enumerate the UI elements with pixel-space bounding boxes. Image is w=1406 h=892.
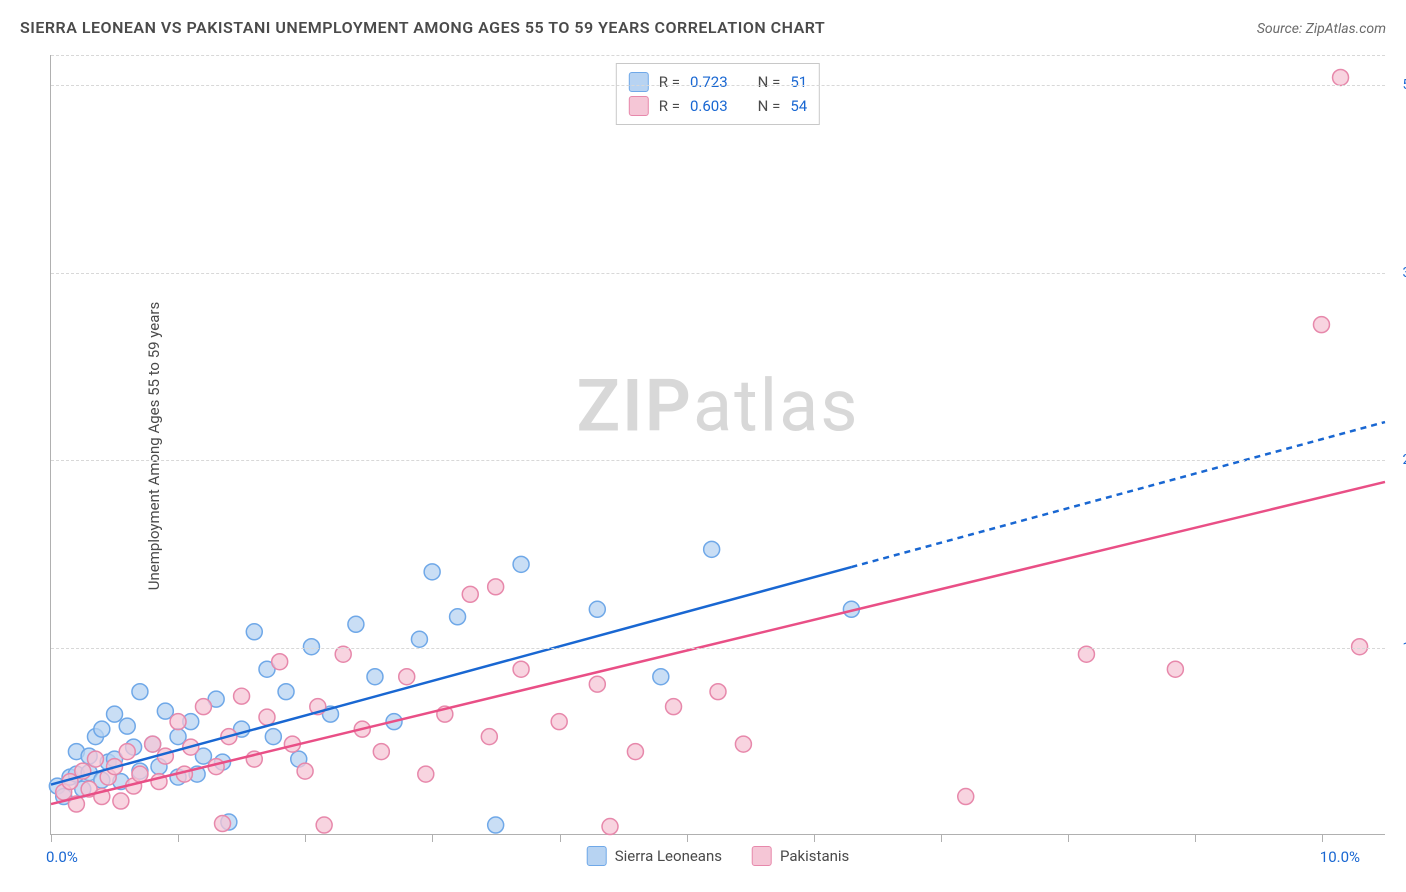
scatter-point — [488, 817, 504, 833]
x-tick — [178, 834, 179, 842]
scatter-point — [316, 817, 332, 833]
scatter-point — [424, 564, 440, 580]
scatter-point — [367, 669, 383, 685]
scatter-point — [627, 744, 643, 760]
scatter-point — [297, 763, 313, 779]
scatter-point — [1333, 69, 1349, 85]
scatter-point — [666, 699, 682, 715]
scatter-point — [215, 816, 231, 832]
x-axis-right-label: 10.0% — [1320, 848, 1360, 866]
stats-box: R = 0.723 N = 51 R = 0.603 N = 54 — [616, 63, 820, 125]
trend-line — [51, 567, 851, 785]
stats-row: R = 0.723 N = 51 — [629, 70, 807, 94]
scatter-point — [1078, 646, 1094, 662]
stat-r-label: R = — [659, 94, 680, 118]
scatter-point — [481, 729, 497, 745]
chart-title: SIERRA LEONEAN VS PAKISTANI UNEMPLOYMENT… — [20, 18, 825, 37]
stat-r-value: 0.603 — [690, 94, 728, 118]
scatter-point — [589, 676, 605, 692]
y-tick-label: 50.0% — [1402, 77, 1406, 93]
y-tick-label: 37.5% — [1402, 265, 1406, 281]
scatter-point — [462, 586, 478, 602]
legend-item: Pakistanis — [752, 846, 849, 866]
scatter-point — [958, 789, 974, 805]
plot-area: ZIPatlas R =0.723N =51R =0.603N =54 Sier… — [50, 55, 1385, 835]
scatter-point — [119, 718, 135, 734]
legend-swatch — [587, 846, 607, 866]
title-bar: SIERRA LEONEAN VS PAKISTANI UNEMPLOYMENT… — [20, 18, 1386, 37]
scatter-point — [1313, 317, 1329, 333]
scatter-point — [513, 556, 529, 572]
scatter-point — [1167, 661, 1183, 677]
grid-line — [51, 273, 1385, 274]
x-tick — [1068, 834, 1069, 842]
scatter-point — [119, 744, 135, 760]
legend-label: Sierra Leoneans — [615, 847, 722, 865]
stat-n-label: N = — [758, 94, 781, 118]
scatter-point — [278, 684, 294, 700]
stat-n-value: 54 — [790, 94, 807, 118]
x-tick — [687, 834, 688, 842]
scatter-point — [450, 609, 466, 625]
scatter-point — [107, 706, 123, 722]
scatter-point — [132, 766, 148, 782]
plot-svg — [51, 55, 1385, 834]
scatter-point — [513, 661, 529, 677]
scatter-point — [551, 714, 567, 730]
x-tick — [814, 834, 815, 842]
scatter-point — [234, 688, 250, 704]
legend-item: Sierra Leoneans — [587, 846, 722, 866]
scatter-point — [272, 654, 288, 670]
y-tick-label: 12.5% — [1402, 640, 1406, 656]
x-tick — [1322, 834, 1323, 842]
stat-n-label: N = — [758, 70, 781, 94]
stat-r-label: R = — [659, 70, 680, 94]
x-tick — [560, 834, 561, 842]
scatter-point — [113, 793, 129, 809]
scatter-point — [411, 631, 427, 647]
trend-line — [51, 482, 1385, 804]
scatter-point — [373, 744, 389, 760]
legend-label: Pakistanis — [780, 847, 849, 865]
x-tick — [51, 834, 52, 842]
scatter-point — [94, 721, 110, 737]
x-tick — [432, 834, 433, 842]
scatter-point — [710, 684, 726, 700]
scatter-point — [195, 699, 211, 715]
scatter-point — [418, 766, 434, 782]
source-text: Source: ZipAtlas.com — [1257, 21, 1386, 37]
stat-n-value: 51 — [790, 70, 807, 94]
stat-swatch — [629, 96, 649, 116]
y-tick-label: 25.0% — [1402, 452, 1406, 468]
scatter-point — [602, 819, 618, 835]
scatter-point — [132, 684, 148, 700]
grid-line — [51, 648, 1385, 649]
legend-swatch — [752, 846, 772, 866]
x-axis-left-label: 0.0% — [46, 848, 78, 866]
scatter-point — [735, 736, 751, 752]
scatter-point — [399, 669, 415, 685]
scatter-point — [259, 709, 275, 725]
scatter-point — [589, 601, 605, 617]
scatter-point — [335, 646, 351, 662]
grid-line — [51, 85, 1385, 86]
grid-line — [51, 460, 1385, 461]
scatter-point — [246, 624, 262, 640]
x-tick — [305, 834, 306, 842]
scatter-point — [488, 579, 504, 595]
scatter-point — [348, 616, 364, 632]
scatter-point — [653, 669, 669, 685]
x-tick — [1195, 834, 1196, 842]
stat-r-value: 0.723 — [690, 70, 728, 94]
scatter-point — [704, 541, 720, 557]
scatter-point — [145, 736, 161, 752]
stat-swatch — [629, 72, 649, 92]
x-tick — [941, 834, 942, 842]
grid-line — [51, 55, 1385, 56]
legend-bottom: Sierra Leoneans Pakistanis — [587, 846, 850, 866]
scatter-point — [87, 751, 103, 767]
stats-row: R = 0.603 N = 54 — [629, 94, 807, 118]
scatter-point — [170, 714, 186, 730]
scatter-point — [265, 729, 281, 745]
